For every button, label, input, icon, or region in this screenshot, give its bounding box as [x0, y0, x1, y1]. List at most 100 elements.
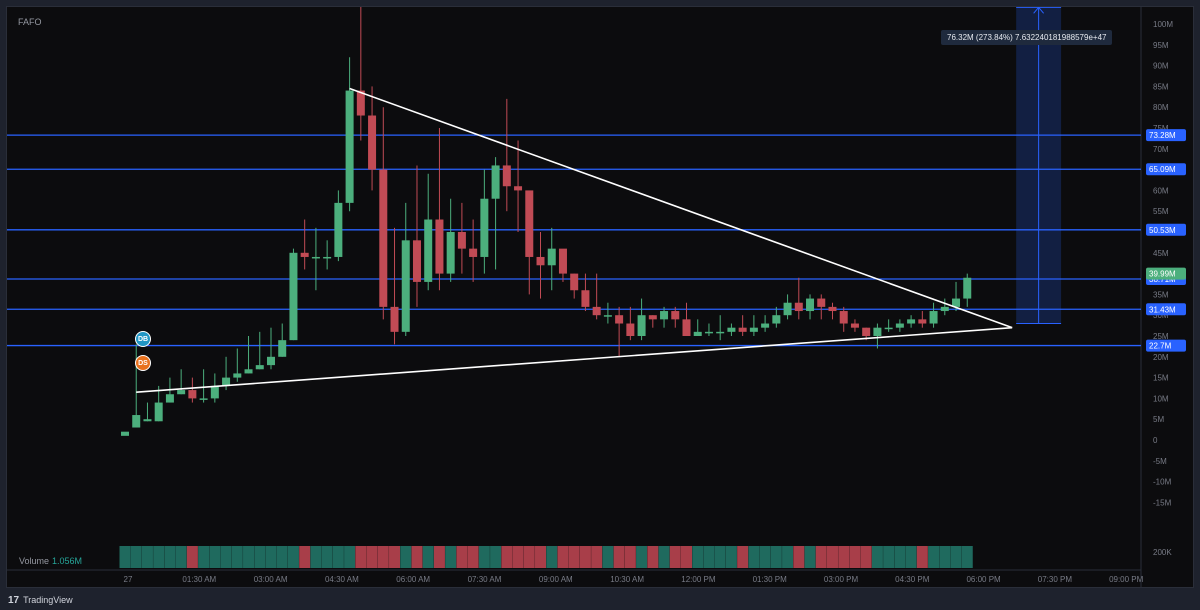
- candle-body: [817, 298, 826, 307]
- candle-body: [289, 252, 298, 341]
- volume-bar: [321, 546, 333, 568]
- x-tick-label: 04:30 PM: [895, 575, 930, 584]
- y-tick-label: 0: [1153, 436, 1158, 445]
- level-price-label: 73.28M: [1149, 131, 1176, 140]
- volume-bar: [568, 546, 580, 568]
- candle-body: [368, 115, 377, 170]
- candle-body: [558, 248, 567, 274]
- x-tick-label: 07:30 PM: [1038, 575, 1073, 584]
- candle-body: [873, 327, 882, 336]
- candle-body: [536, 256, 545, 266]
- y-tick-label: -10M: [1153, 478, 1172, 487]
- candle-body: [918, 319, 927, 324]
- volume-bar: [456, 546, 468, 568]
- candle-body: [390, 306, 399, 332]
- candle-body: [514, 186, 523, 191]
- level-price-tag: [1146, 163, 1186, 176]
- chart-frame[interactable]: 110M105M100M95M90M85M80M75M70M65M60M55M5…: [6, 6, 1194, 588]
- candle-body: [278, 340, 287, 357]
- volume-bar: [523, 546, 535, 568]
- level-price-tag: [1146, 339, 1186, 352]
- tradingview-logo-icon[interactable]: 17: [8, 594, 20, 606]
- candle-body: [255, 365, 264, 370]
- y-tick-label: 70M: [1153, 145, 1169, 154]
- volume-bar: [366, 546, 378, 568]
- volume-bar: [714, 546, 726, 568]
- candle-body: [783, 302, 792, 316]
- y-tick-label: 60M: [1153, 186, 1169, 195]
- volume-bar: [703, 546, 715, 568]
- candle-body: [704, 331, 713, 334]
- volume-bar: [332, 546, 344, 568]
- last-price-label: 39.99M: [1149, 270, 1176, 279]
- volume-bar: [231, 546, 243, 568]
- volume-bar: [344, 546, 356, 568]
- candle-body: [963, 277, 972, 299]
- volume-bar: [815, 546, 827, 568]
- x-tick-label: 06:00 PM: [966, 575, 1001, 584]
- volume-bar: [535, 546, 547, 568]
- volume-bar: [647, 546, 659, 568]
- volume-bar: [119, 546, 131, 568]
- y-tick-label: 5M: [1153, 415, 1164, 424]
- candle-body: [233, 373, 242, 378]
- volume-bar: [130, 546, 142, 568]
- volume-bar: [871, 546, 883, 568]
- candle-body: [199, 398, 208, 400]
- volume-bar: [782, 546, 794, 568]
- volume-bar: [175, 546, 187, 568]
- ds-badge[interactable]: DS: [135, 355, 151, 371]
- candle-body: [165, 394, 174, 403]
- measure-tooltip: 76.32M (273.84%) 7.632240181988579e+47: [941, 30, 1113, 45]
- volume-bar: [557, 546, 569, 568]
- y-tick-label: 105M: [1153, 7, 1173, 8]
- volume-bar: [748, 546, 760, 568]
- candle-body: [615, 315, 624, 324]
- candle-body: [502, 165, 511, 187]
- volume-bar: [658, 546, 670, 568]
- volume-bar: [591, 546, 603, 568]
- tradingview-brand[interactable]: TradingView: [23, 595, 73, 605]
- db-badge[interactable]: DB: [135, 331, 151, 347]
- volume-bar: [198, 546, 210, 568]
- candle-body: [884, 327, 893, 330]
- volume-bar: [501, 546, 513, 568]
- volume-bar: [512, 546, 524, 568]
- volume-bar: [770, 546, 782, 568]
- volume-bar: [141, 546, 153, 568]
- candle-body: [862, 327, 871, 336]
- level-price-label: 31.43M: [1149, 305, 1176, 314]
- volume-bar: [624, 546, 636, 568]
- volume-bar: [411, 546, 423, 568]
- volume-bar: [860, 546, 872, 568]
- candle-body: [525, 190, 534, 257]
- candle-body: [334, 202, 343, 257]
- volume-bar: [265, 546, 277, 568]
- volume-bar: [579, 546, 591, 568]
- candle-body: [266, 356, 275, 366]
- chart-canvas[interactable]: 110M105M100M95M90M85M80M75M70M65M60M55M5…: [7, 7, 1193, 587]
- level-price-label: 22.7M: [1149, 342, 1172, 351]
- y-tick-label: 85M: [1153, 82, 1169, 91]
- y-tick-label: 35M: [1153, 290, 1169, 299]
- volume-bar: [793, 546, 805, 568]
- volume-bar: [804, 546, 816, 568]
- candle-body: [738, 327, 747, 332]
- footer-bar: 17 TradingView: [0, 590, 1200, 610]
- y-tick-label: 80M: [1153, 103, 1169, 112]
- x-tick-label: 06:00 AM: [396, 575, 430, 584]
- x-tick-label: 01:30 AM: [182, 575, 216, 584]
- candle-body: [210, 385, 219, 399]
- candle-body: [435, 219, 444, 274]
- volume-bar: [243, 546, 255, 568]
- candle-body: [581, 290, 590, 307]
- candle-body: [727, 327, 736, 332]
- x-tick-label: 07:30 AM: [468, 575, 502, 584]
- volume-bar: [164, 546, 176, 568]
- y-tick-label: 30M: [1153, 311, 1169, 320]
- y-tick-label: 25M: [1153, 332, 1169, 341]
- candle-body: [907, 319, 916, 324]
- candle-body: [457, 232, 466, 249]
- candle-body: [188, 390, 197, 399]
- volume-bar: [849, 546, 861, 568]
